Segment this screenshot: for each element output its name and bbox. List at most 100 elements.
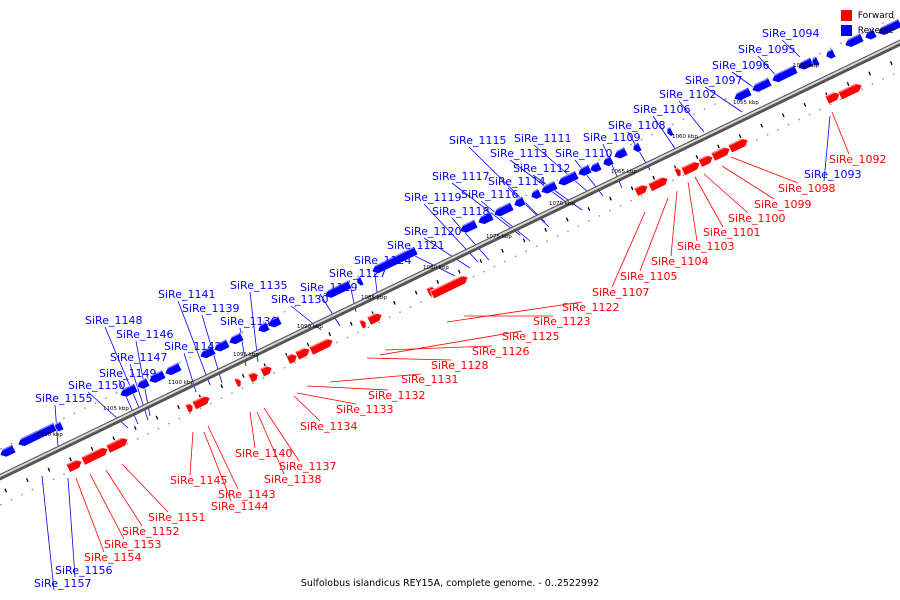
gene-label[interactable]: SiRe_1122 <box>562 301 619 314</box>
gene-feature[interactable] <box>358 318 368 330</box>
gene-label[interactable]: SiRe_1128 <box>431 359 488 372</box>
gene-label[interactable]: SiRe_1115 <box>449 134 506 147</box>
gene-label[interactable]: SiRe_1146 <box>116 328 173 341</box>
gene-feature[interactable] <box>824 48 837 61</box>
gene-feature[interactable] <box>770 64 799 85</box>
gene-feature[interactable] <box>294 346 312 361</box>
gene-label[interactable]: SiRe_1103 <box>677 240 734 253</box>
gene-label[interactable]: SiRe_1147 <box>110 351 167 364</box>
gene-feature[interactable] <box>837 81 864 101</box>
gene-feature[interactable] <box>673 166 683 178</box>
gene-label[interactable]: SiRe_1093 <box>804 168 861 181</box>
gene-label[interactable]: SiRe_1114 <box>488 175 545 188</box>
gene-label[interactable]: SiRe_1139 <box>182 302 239 315</box>
gene-feature[interactable] <box>727 136 750 154</box>
gene-feature[interactable] <box>824 90 842 105</box>
gene-feature[interactable] <box>843 32 865 49</box>
gene-feature[interactable] <box>105 435 130 454</box>
gene-feature[interactable] <box>680 159 702 177</box>
gene-feature[interactable] <box>266 315 283 330</box>
gene-label[interactable]: SiRe_1149 <box>99 367 156 380</box>
gene-label[interactable]: SiRe_1135 <box>230 279 287 292</box>
gene-feature[interactable] <box>0 443 17 459</box>
gene-feature[interactable] <box>163 361 183 377</box>
gene-feature[interactable] <box>512 195 527 209</box>
gene-feature[interactable] <box>259 364 274 378</box>
gene-label[interactable]: SiRe_1140 <box>235 447 292 460</box>
gene-label[interactable]: SiRe_1151 <box>148 511 205 524</box>
gene-label[interactable]: SiRe_1096 <box>712 59 769 72</box>
gene-label[interactable]: SiRe_1097 <box>685 74 742 87</box>
gene-label[interactable]: SiRe_1123 <box>533 315 590 328</box>
gene-label[interactable]: SiRe_1152 <box>122 525 179 538</box>
gene-feature[interactable] <box>16 422 58 449</box>
gene-feature[interactable] <box>612 146 629 161</box>
gene-label[interactable]: SiRe_1098 <box>778 182 835 195</box>
gene-feature[interactable] <box>576 163 593 178</box>
gene-label[interactable]: SiRe_1102 <box>659 88 716 101</box>
gene-feature[interactable] <box>539 180 559 196</box>
gene-feature[interactable] <box>429 273 470 300</box>
gene-label[interactable]: SiRe_1131 <box>401 373 458 386</box>
gene-label[interactable]: SiRe_1116 <box>461 188 518 201</box>
gene-feature[interactable] <box>796 56 815 72</box>
gene-label[interactable]: SiRe_1126 <box>472 345 529 358</box>
gene-feature[interactable] <box>147 369 167 385</box>
gene-feature[interactable] <box>810 55 821 67</box>
gene-label[interactable]: SiRe_1119 <box>404 191 461 204</box>
gene-label[interactable]: SiRe_1155 <box>35 392 92 405</box>
gene-feature[interactable] <box>191 394 212 411</box>
gene-label[interactable]: SiRe_1144 <box>211 500 268 513</box>
gene-feature[interactable] <box>633 182 650 197</box>
gene-label[interactable]: SiRe_1143 <box>218 488 275 501</box>
gene-feature[interactable] <box>355 276 365 287</box>
gene-label[interactable]: SiRe_1108 <box>608 119 665 132</box>
gene-label[interactable]: SiRe_1145 <box>170 474 227 487</box>
gene-feature[interactable] <box>458 218 479 235</box>
gene-label[interactable]: SiRe_1125 <box>502 330 559 343</box>
gene-label[interactable]: SiRe_1136 <box>220 315 277 328</box>
gene-label[interactable]: SiRe_1112 <box>513 162 570 175</box>
gene-feature[interactable] <box>647 175 670 192</box>
gene-feature[interactable] <box>323 279 353 300</box>
gene-label[interactable]: SiRe_1132 <box>368 389 425 402</box>
gene-feature[interactable] <box>476 211 495 227</box>
gene-label[interactable]: SiRe_1156 <box>55 564 112 577</box>
gene-label[interactable]: SiRe_1127 <box>329 267 386 280</box>
gene-label[interactable]: SiRe_1141 <box>158 288 215 301</box>
gene-label[interactable]: SiRe_1094 <box>762 27 819 40</box>
gene-label[interactable]: SiRe_1111 <box>514 132 571 145</box>
gene-label[interactable]: SiRe_1100 <box>728 212 785 225</box>
gene-label[interactable]: SiRe_1148 <box>85 314 142 327</box>
gene-label[interactable]: SiRe_1106 <box>633 103 690 116</box>
gene-label[interactable]: SiRe_1154 <box>84 551 141 564</box>
gene-feature[interactable] <box>370 245 419 275</box>
gene-feature[interactable] <box>529 188 543 201</box>
gene-feature[interactable] <box>732 86 753 103</box>
gene-feature[interactable] <box>198 345 217 361</box>
gene-label[interactable]: SiRe_1142 <box>164 340 221 353</box>
gene-label[interactable]: SiRe_1110 <box>555 147 612 160</box>
gene-label[interactable]: SiRe_1101 <box>703 226 760 239</box>
gene-feature[interactable] <box>697 153 715 168</box>
gene-label[interactable]: SiRe_1134 <box>300 420 357 433</box>
gene-feature[interactable] <box>631 141 643 153</box>
gene-label[interactable]: SiRe_1120 <box>404 225 461 238</box>
gene-feature[interactable] <box>665 126 675 138</box>
gene-label[interactable]: SiRe_1133 <box>336 403 393 416</box>
gene-label[interactable]: SiRe_1130 <box>271 293 328 306</box>
gene-feature[interactable] <box>492 201 515 219</box>
gene-label[interactable]: SiRe_1113 <box>490 147 547 160</box>
gene-feature[interactable] <box>80 445 110 466</box>
gene-feature[interactable] <box>212 338 231 354</box>
gene-feature[interactable] <box>184 402 195 414</box>
gene-label[interactable]: SiRe_1137 <box>279 460 336 473</box>
gene-feature[interactable] <box>308 336 335 356</box>
gene-label[interactable]: SiRe_1092 <box>829 153 886 166</box>
gene-label[interactable]: SiRe_1157 <box>34 577 91 590</box>
gene-feature[interactable] <box>247 371 260 383</box>
gene-label[interactable]: SiRe_1124 <box>354 254 411 267</box>
gene-label[interactable]: SiRe_1117 <box>432 170 489 183</box>
gene-feature[interactable] <box>601 155 615 168</box>
gene-feature[interactable] <box>65 458 84 473</box>
